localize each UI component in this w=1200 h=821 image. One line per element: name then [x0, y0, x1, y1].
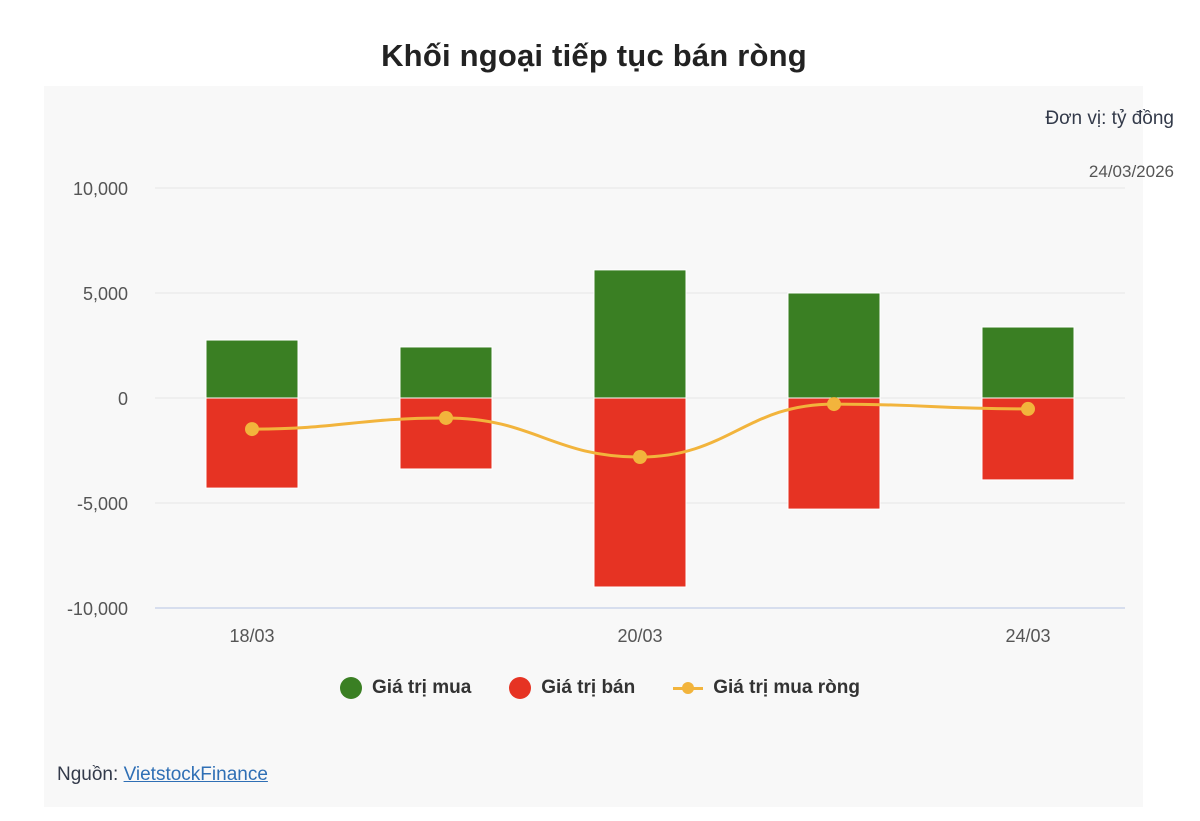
chart-title: Khối ngoại tiếp tục bán ròng: [381, 38, 807, 73]
y-tick-label: 10,000: [73, 179, 128, 199]
source-note: Nguồn: VietstockFinance: [57, 764, 268, 786]
red-circle-icon: [509, 677, 532, 699]
y-tick-label: -10,000: [67, 599, 128, 619]
buy-bar: [205, 339, 299, 399]
legend-item-sell[interactable]: Giá trị bán: [509, 677, 635, 699]
net-point: [1021, 401, 1035, 416]
x-tick-label: 18/03: [229, 626, 274, 646]
sell-bar: [593, 397, 687, 588]
source-label: Nguồn:: [57, 764, 119, 785]
source-link[interactable]: VietstockFinance: [123, 764, 268, 785]
y-tick-label: 0: [118, 389, 128, 409]
buy-bar: [399, 346, 493, 399]
net-point: [245, 422, 259, 437]
line-marker-icon: [673, 677, 704, 699]
date-label: 24/03/2026: [1088, 162, 1174, 181]
buy-bar: [787, 292, 881, 399]
unit-label: Đơn vị: tỷ đồng: [1045, 108, 1174, 129]
legend-label-net: Giá trị mua ròng: [713, 677, 860, 698]
net-point: [439, 410, 453, 425]
legend-item-buy[interactable]: Giá trị mua: [340, 677, 471, 699]
x-tick-label: 24/03: [1005, 626, 1050, 646]
legend-label-sell: Giá trị bán: [541, 677, 636, 698]
y-tick-label: 5,000: [83, 284, 128, 304]
y-tick-label: -5,000: [77, 494, 128, 514]
net-point: [827, 397, 841, 412]
green-circle-icon: [340, 677, 363, 699]
buy-bar: [593, 269, 687, 399]
legend-label-buy: Giá trị mua: [372, 677, 472, 698]
net-point: [633, 450, 647, 465]
sell-bar: [399, 397, 493, 470]
buy-bar: [981, 326, 1075, 399]
x-tick-label: 20/03: [617, 626, 662, 646]
sell-bar: [787, 397, 881, 510]
legend-item-net[interactable]: Giá trị mua ròng: [673, 677, 860, 699]
sell-bar: [205, 397, 299, 489]
chart-legend: Giá trị mua Giá trị bán Giá trị mua ròng: [0, 677, 1200, 699]
